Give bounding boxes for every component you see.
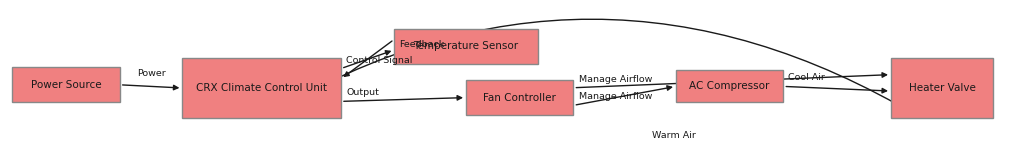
Text: Power: Power xyxy=(136,69,166,78)
Text: Power Source: Power Source xyxy=(31,80,101,90)
Text: Fan Controller: Fan Controller xyxy=(483,93,556,103)
FancyBboxPatch shape xyxy=(182,58,341,118)
Text: Output: Output xyxy=(346,88,379,97)
FancyBboxPatch shape xyxy=(394,29,538,64)
Text: Warm Air: Warm Air xyxy=(651,131,695,140)
FancyBboxPatch shape xyxy=(466,80,573,115)
Text: Feedback: Feedback xyxy=(399,40,444,49)
Text: Temperature Sensor: Temperature Sensor xyxy=(414,41,518,51)
Text: Manage Airflow: Manage Airflow xyxy=(579,75,652,84)
Text: Manage Airflow: Manage Airflow xyxy=(579,92,652,101)
FancyBboxPatch shape xyxy=(891,58,993,118)
Text: Control Signal: Control Signal xyxy=(346,56,413,64)
Text: Cool Air: Cool Air xyxy=(788,73,825,82)
Text: Heater Valve: Heater Valve xyxy=(908,83,976,93)
FancyBboxPatch shape xyxy=(676,70,783,102)
Text: CRX Climate Control Unit: CRX Climate Control Unit xyxy=(197,83,327,93)
Text: AC Compressor: AC Compressor xyxy=(689,81,770,91)
FancyBboxPatch shape xyxy=(12,67,120,102)
